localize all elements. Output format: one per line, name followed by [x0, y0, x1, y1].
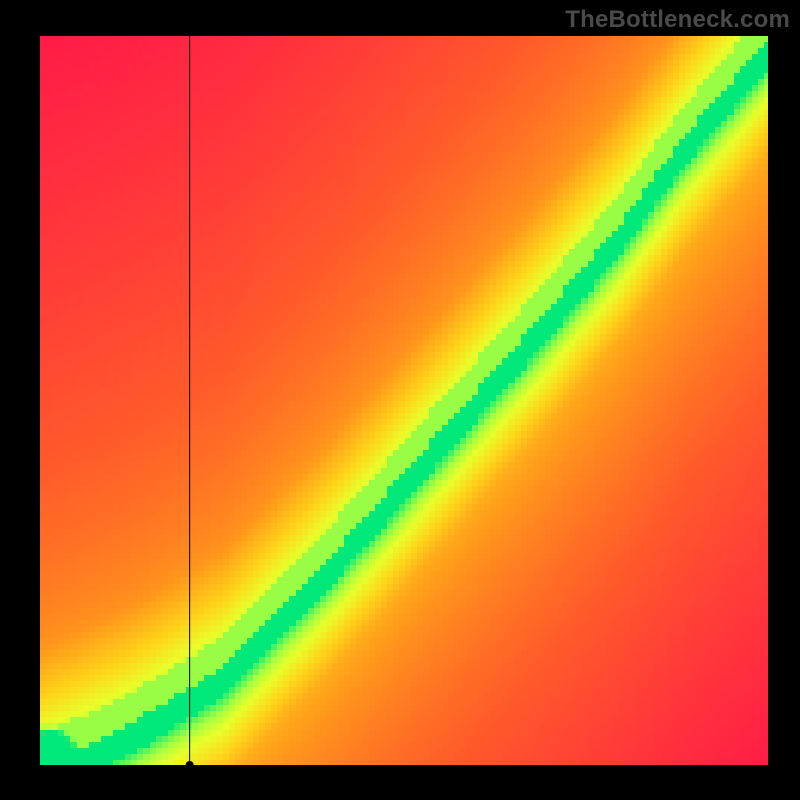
- chart-container: TheBottleneck.com: [0, 0, 800, 800]
- heatmap-canvas: [40, 36, 770, 766]
- watermark-text: TheBottleneck.com: [565, 6, 790, 34]
- heatmap-plot: [40, 36, 770, 766]
